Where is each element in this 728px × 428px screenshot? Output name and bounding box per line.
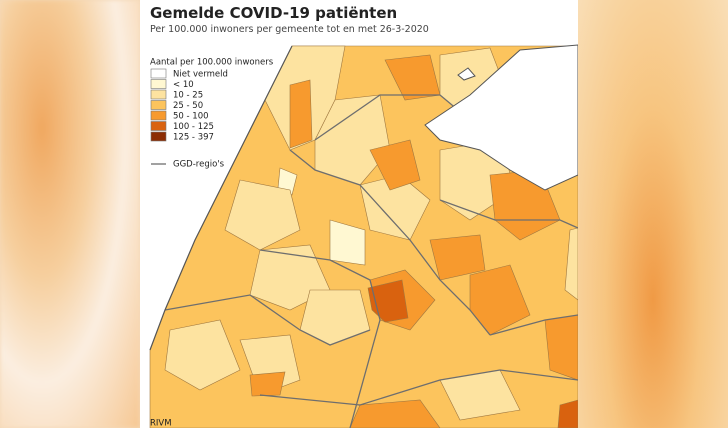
coastline — [149, 45, 293, 351]
blurred-background — [0, 0, 140, 428]
map-title: Gemelde COVID-19 patiënten — [150, 4, 398, 22]
municipality — [429, 234, 486, 281]
ggd-border — [259, 249, 381, 428]
municipality — [544, 314, 578, 381]
legend-swatch — [150, 100, 167, 110]
legend-label: 100 - 125 — [173, 122, 214, 132]
legend-label: 25 - 50 — [173, 101, 203, 111]
blurred-background — [578, 0, 728, 428]
municipality — [369, 139, 421, 191]
legend-swatch — [150, 79, 167, 89]
municipality — [289, 79, 313, 149]
legend-label: 125 - 397 — [173, 133, 214, 143]
water — [424, 44, 578, 191]
municipality — [564, 227, 578, 301]
legend-swatch — [150, 131, 167, 142]
municipality — [224, 179, 301, 251]
legend-label: GGD-regio's — [173, 160, 225, 170]
ggd-border — [439, 199, 578, 229]
municipality — [164, 319, 241, 391]
municipality — [249, 371, 286, 397]
ggd-border — [489, 314, 578, 336]
municipality — [349, 399, 441, 428]
legend-swatch — [150, 121, 167, 131]
legend-swatch — [150, 89, 167, 100]
credit: RIVM — [150, 419, 172, 428]
municipality — [329, 219, 366, 266]
map-panel: Aantal per 100.000 inwoners Niet vermeld <… — [140, 0, 578, 428]
legend-swatch — [150, 68, 167, 79]
map-subtitle: Per 100.000 inwoners per gemeente tot en… — [150, 24, 429, 35]
municipality — [557, 399, 578, 428]
ggd-border — [259, 369, 578, 406]
legend-label: 10 - 25 — [173, 91, 203, 101]
legend-label: < 10 — [173, 80, 194, 90]
ggd-border — [164, 294, 371, 346]
legend-title: Aantal per 100.000 inwoners — [150, 58, 274, 68]
map: Aantal per 100.000 inwoners Niet vermeld<… — [149, 44, 578, 428]
municipality — [469, 264, 531, 336]
legend-label: Niet vermeld — [173, 70, 228, 80]
water — [457, 67, 476, 81]
ggd-border — [289, 149, 491, 336]
legend-swatch — [150, 110, 167, 121]
legend-label: 50 - 100 — [173, 112, 209, 122]
